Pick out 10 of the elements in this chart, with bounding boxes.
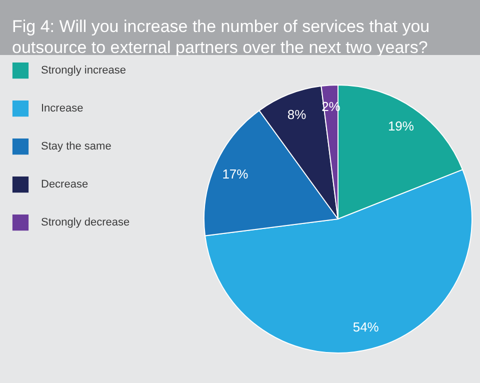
legend-label: Strongly increase [41,64,126,76]
chart-title: Fig 4: Will you increase the number of services that you outsource to external partners over the next two years? [12,17,430,57]
legend-label: Strongly decrease [41,216,130,228]
data-label: 8% [287,106,307,122]
data-label: 54% [352,319,380,334]
legend-label: Stay the same [41,140,112,152]
legend-label: Decrease [41,178,88,190]
legend-label: Increase [41,102,84,114]
data-label: 17% [222,166,249,182]
data-label: 19% [388,118,414,134]
